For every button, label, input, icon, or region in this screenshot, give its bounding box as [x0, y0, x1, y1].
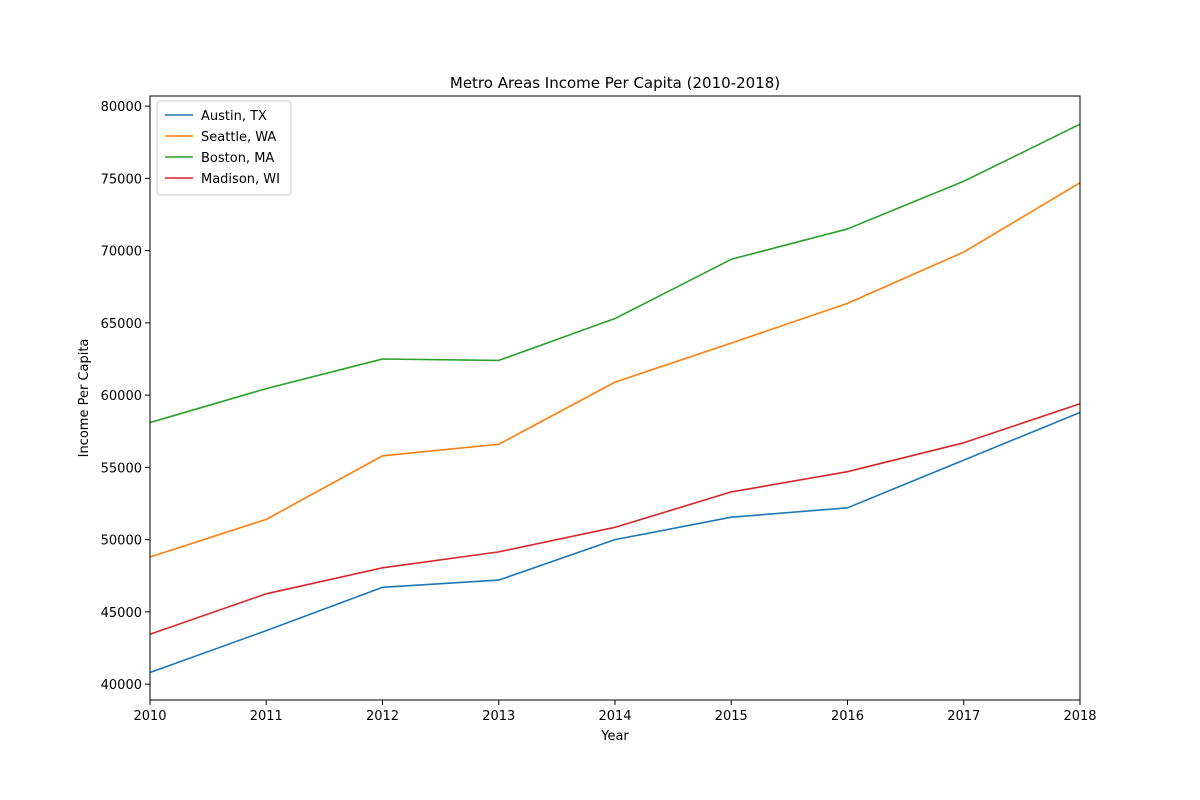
x-tick-label: 2012: [366, 709, 399, 724]
y-tick-label: 65000: [101, 317, 142, 332]
x-axis: 2010 2011 2012 2013 2014 2015 2016 2017 2018: [133, 700, 1097, 724]
legend-box: [156, 100, 292, 196]
y-tick-label: 55000: [101, 461, 142, 476]
x-tick-label: 2015: [715, 709, 748, 724]
legend-label: Austin, TX: [201, 109, 267, 124]
series-line-2: [149, 123, 1081, 424]
x-tick-label: 2010: [133, 709, 166, 724]
y-tick-label: 40000: [101, 678, 142, 693]
y-tick-label: 70000: [101, 245, 142, 260]
chart-title: Metro Areas Income Per Capita (2010-2018…: [450, 74, 780, 92]
x-tick-label: 2014: [598, 709, 631, 724]
y-tick-label: 50000: [101, 534, 142, 549]
x-tick-label: 2018: [1063, 709, 1096, 724]
legend: Austin, TX Seattle, WA Boston, MA Madison, …: [156, 100, 292, 196]
x-axis-label: Year: [600, 729, 629, 744]
x-tick-label: 2016: [831, 709, 864, 724]
y-axis-label: Income Per Capita: [77, 339, 92, 458]
x-tick-label: 2017: [947, 709, 980, 724]
y-tick-label: 45000: [101, 606, 142, 621]
x-tick-label: 2013: [482, 709, 515, 724]
x-tick-label: 2011: [250, 709, 283, 724]
legend-label: Seattle, WA: [201, 130, 276, 145]
legend-label: Madison, WI: [201, 172, 280, 187]
plot-lines: [149, 123, 1081, 674]
series-line-0: [149, 411, 1081, 674]
y-axis: 40000 45000 50000 55000 60000 65000 70000 75000…: [101, 100, 150, 693]
y-tick-label: 75000: [101, 172, 142, 187]
y-tick-label: 80000: [101, 100, 142, 115]
series-line-1: [149, 182, 1081, 558]
y-tick-label: 60000: [101, 389, 142, 404]
legend-label: Boston, MA: [201, 151, 274, 166]
series-line-3: [149, 403, 1081, 636]
